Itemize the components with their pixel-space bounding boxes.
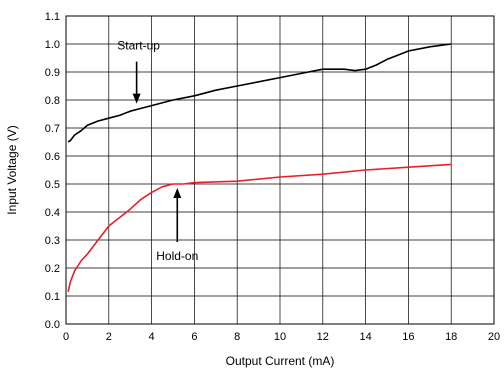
- y-tick-label: 0.0: [45, 319, 60, 331]
- y-tick-label: 0.6: [45, 151, 60, 163]
- y-tick-label: 0.5: [45, 179, 60, 191]
- y-axis-label: Input Voltage (V): [5, 125, 19, 214]
- annotations: Start-up Hold-on: [117, 39, 198, 263]
- x-tick-label: 8: [234, 331, 240, 343]
- annotation-start-up: Start-up: [117, 39, 160, 53]
- x-axis-label: Output Current (mA): [226, 354, 335, 368]
- arrowhead-start-up: [132, 93, 141, 104]
- y-tick-label: 0.9: [45, 67, 60, 79]
- series-layer: [67, 43, 452, 292]
- grid-layer: [65, 15, 495, 325]
- plot-frame: [65, 15, 495, 325]
- x-tick-label: 4: [149, 331, 155, 343]
- y-tick-label: 0.2: [45, 263, 60, 275]
- x-tick-label: 14: [359, 331, 371, 343]
- tick-labels: 0 2 4 6 8 10 12 14 16 18 20 0.0 0.1 0.2 0.3 0.4 0.5 0.6 0.…: [45, 11, 500, 343]
- y-tick-label: 1.1: [45, 11, 60, 23]
- x-tick-label: 12: [317, 331, 329, 343]
- annotation-hold-on: Hold-on: [156, 249, 198, 263]
- x-tick-label: 18: [445, 331, 457, 343]
- y-tick-label: 0.1: [45, 291, 60, 303]
- x-tick-label: 16: [402, 331, 414, 343]
- arrowhead-hold-on: [173, 188, 182, 198]
- x-tick-label: 2: [106, 331, 112, 343]
- x-tick-label: 0: [63, 331, 69, 343]
- x-tick-label: 10: [274, 331, 286, 343]
- series-line-hold-on: [67, 163, 452, 292]
- y-tick-label: 0.7: [45, 123, 60, 135]
- x-tick-label: 6: [191, 331, 197, 343]
- y-tick-label: 0.8: [45, 95, 60, 107]
- series-line-start-up: [67, 43, 452, 143]
- x-tick-label: 20: [488, 331, 500, 343]
- y-tick-label: 1.0: [45, 39, 60, 51]
- y-tick-label: 0.3: [45, 235, 60, 247]
- y-tick-label: 0.4: [45, 207, 60, 219]
